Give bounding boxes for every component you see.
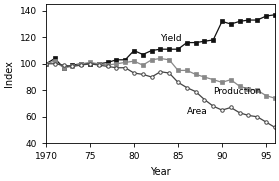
- Text: Area: Area: [187, 107, 208, 116]
- Y-axis label: Index: Index: [4, 60, 14, 87]
- Text: Yield: Yield: [160, 34, 182, 43]
- X-axis label: Year: Year: [150, 167, 171, 177]
- Text: Production: Production: [213, 87, 261, 96]
